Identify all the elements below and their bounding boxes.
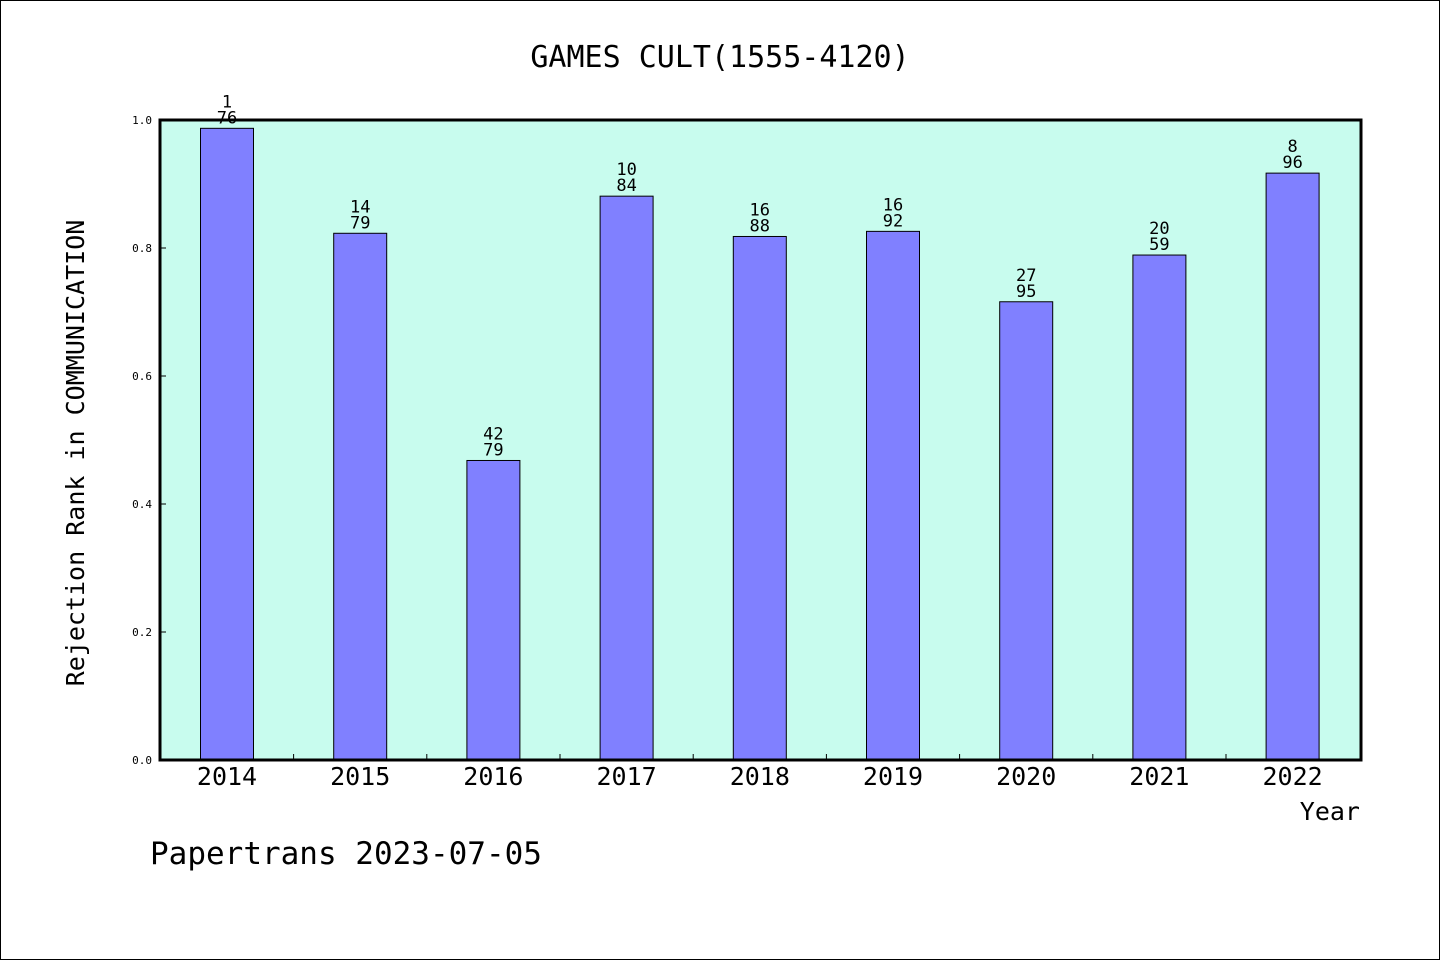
bar-label-bottom-2017: 84 bbox=[616, 176, 636, 196]
plot-border bbox=[158, 118, 1363, 762]
y-tick-label: 0.4 bbox=[132, 498, 152, 511]
y-tick-label: 0.6 bbox=[132, 370, 152, 383]
bar-label-top-2015: 14 bbox=[350, 197, 370, 217]
footer-text: Papertrans 2023-07-05 bbox=[150, 836, 542, 872]
x-tick-label-2019: 2019 bbox=[863, 762, 923, 791]
bar-label-bottom-2016: 79 bbox=[483, 440, 503, 460]
x-tick-label-2022: 2022 bbox=[1262, 762, 1322, 791]
x-tick-label-2018: 2018 bbox=[730, 762, 790, 791]
bar-2021 bbox=[1132, 254, 1187, 761]
bar-2022 bbox=[1265, 172, 1320, 761]
x-tick-label-2016: 2016 bbox=[463, 762, 523, 791]
y-tick-label: 0.2 bbox=[132, 626, 152, 639]
bar-label-bottom-2019: 92 bbox=[883, 211, 903, 231]
y-tick-label: 1.0 bbox=[132, 114, 152, 127]
y-tick-label: 0.8 bbox=[132, 242, 152, 255]
bar-label-bottom-2022: 96 bbox=[1282, 153, 1302, 173]
bar-label-top-2018: 16 bbox=[750, 200, 770, 220]
bar-label-top-2019: 16 bbox=[883, 195, 903, 215]
bar-label-top-2021: 20 bbox=[1149, 219, 1169, 239]
bar-2018 bbox=[732, 235, 787, 761]
bar-label-top-2014: 1 bbox=[222, 92, 232, 112]
bar-label-top-2017: 10 bbox=[616, 160, 636, 180]
chart-title: GAMES CULT(1555-4120) bbox=[530, 40, 909, 75]
bar-2014 bbox=[200, 127, 254, 761]
bar-label-bottom-2015: 79 bbox=[350, 213, 370, 233]
x-axis-label: Year bbox=[1300, 797, 1360, 826]
y-axis-label: Rejection Rank in COMMUNICATION bbox=[61, 220, 90, 687]
bar-2016 bbox=[466, 459, 521, 761]
bar-label-top-2020: 27 bbox=[1016, 266, 1036, 286]
bar-label-bottom-2014: 76 bbox=[217, 108, 237, 128]
x-axis-ticks: 2014 2015 2016 2017 2018 2019 2020 2021 2022 bbox=[197, 754, 1323, 791]
bar-label-top-2016: 42 bbox=[483, 424, 503, 444]
x-tick-label-2014: 2014 bbox=[197, 762, 257, 791]
bar-2019 bbox=[866, 230, 920, 761]
bar-2015 bbox=[333, 232, 388, 761]
x-tick-label-2015: 2015 bbox=[330, 762, 390, 791]
bar-label-top-2022: 8 bbox=[1287, 137, 1297, 157]
bar-label-bottom-2021: 59 bbox=[1149, 235, 1169, 255]
bar-2020 bbox=[999, 301, 1054, 761]
x-tick-label-2020: 2020 bbox=[996, 762, 1056, 791]
y-tick-label: 0.0 bbox=[132, 754, 152, 767]
bar-2017 bbox=[599, 195, 654, 761]
x-tick-label-2017: 2017 bbox=[596, 762, 656, 791]
bar-label-bottom-2020: 95 bbox=[1016, 282, 1036, 302]
x-tick-label-2021: 2021 bbox=[1129, 762, 1189, 791]
bar-label-bottom-2018: 88 bbox=[750, 216, 770, 236]
